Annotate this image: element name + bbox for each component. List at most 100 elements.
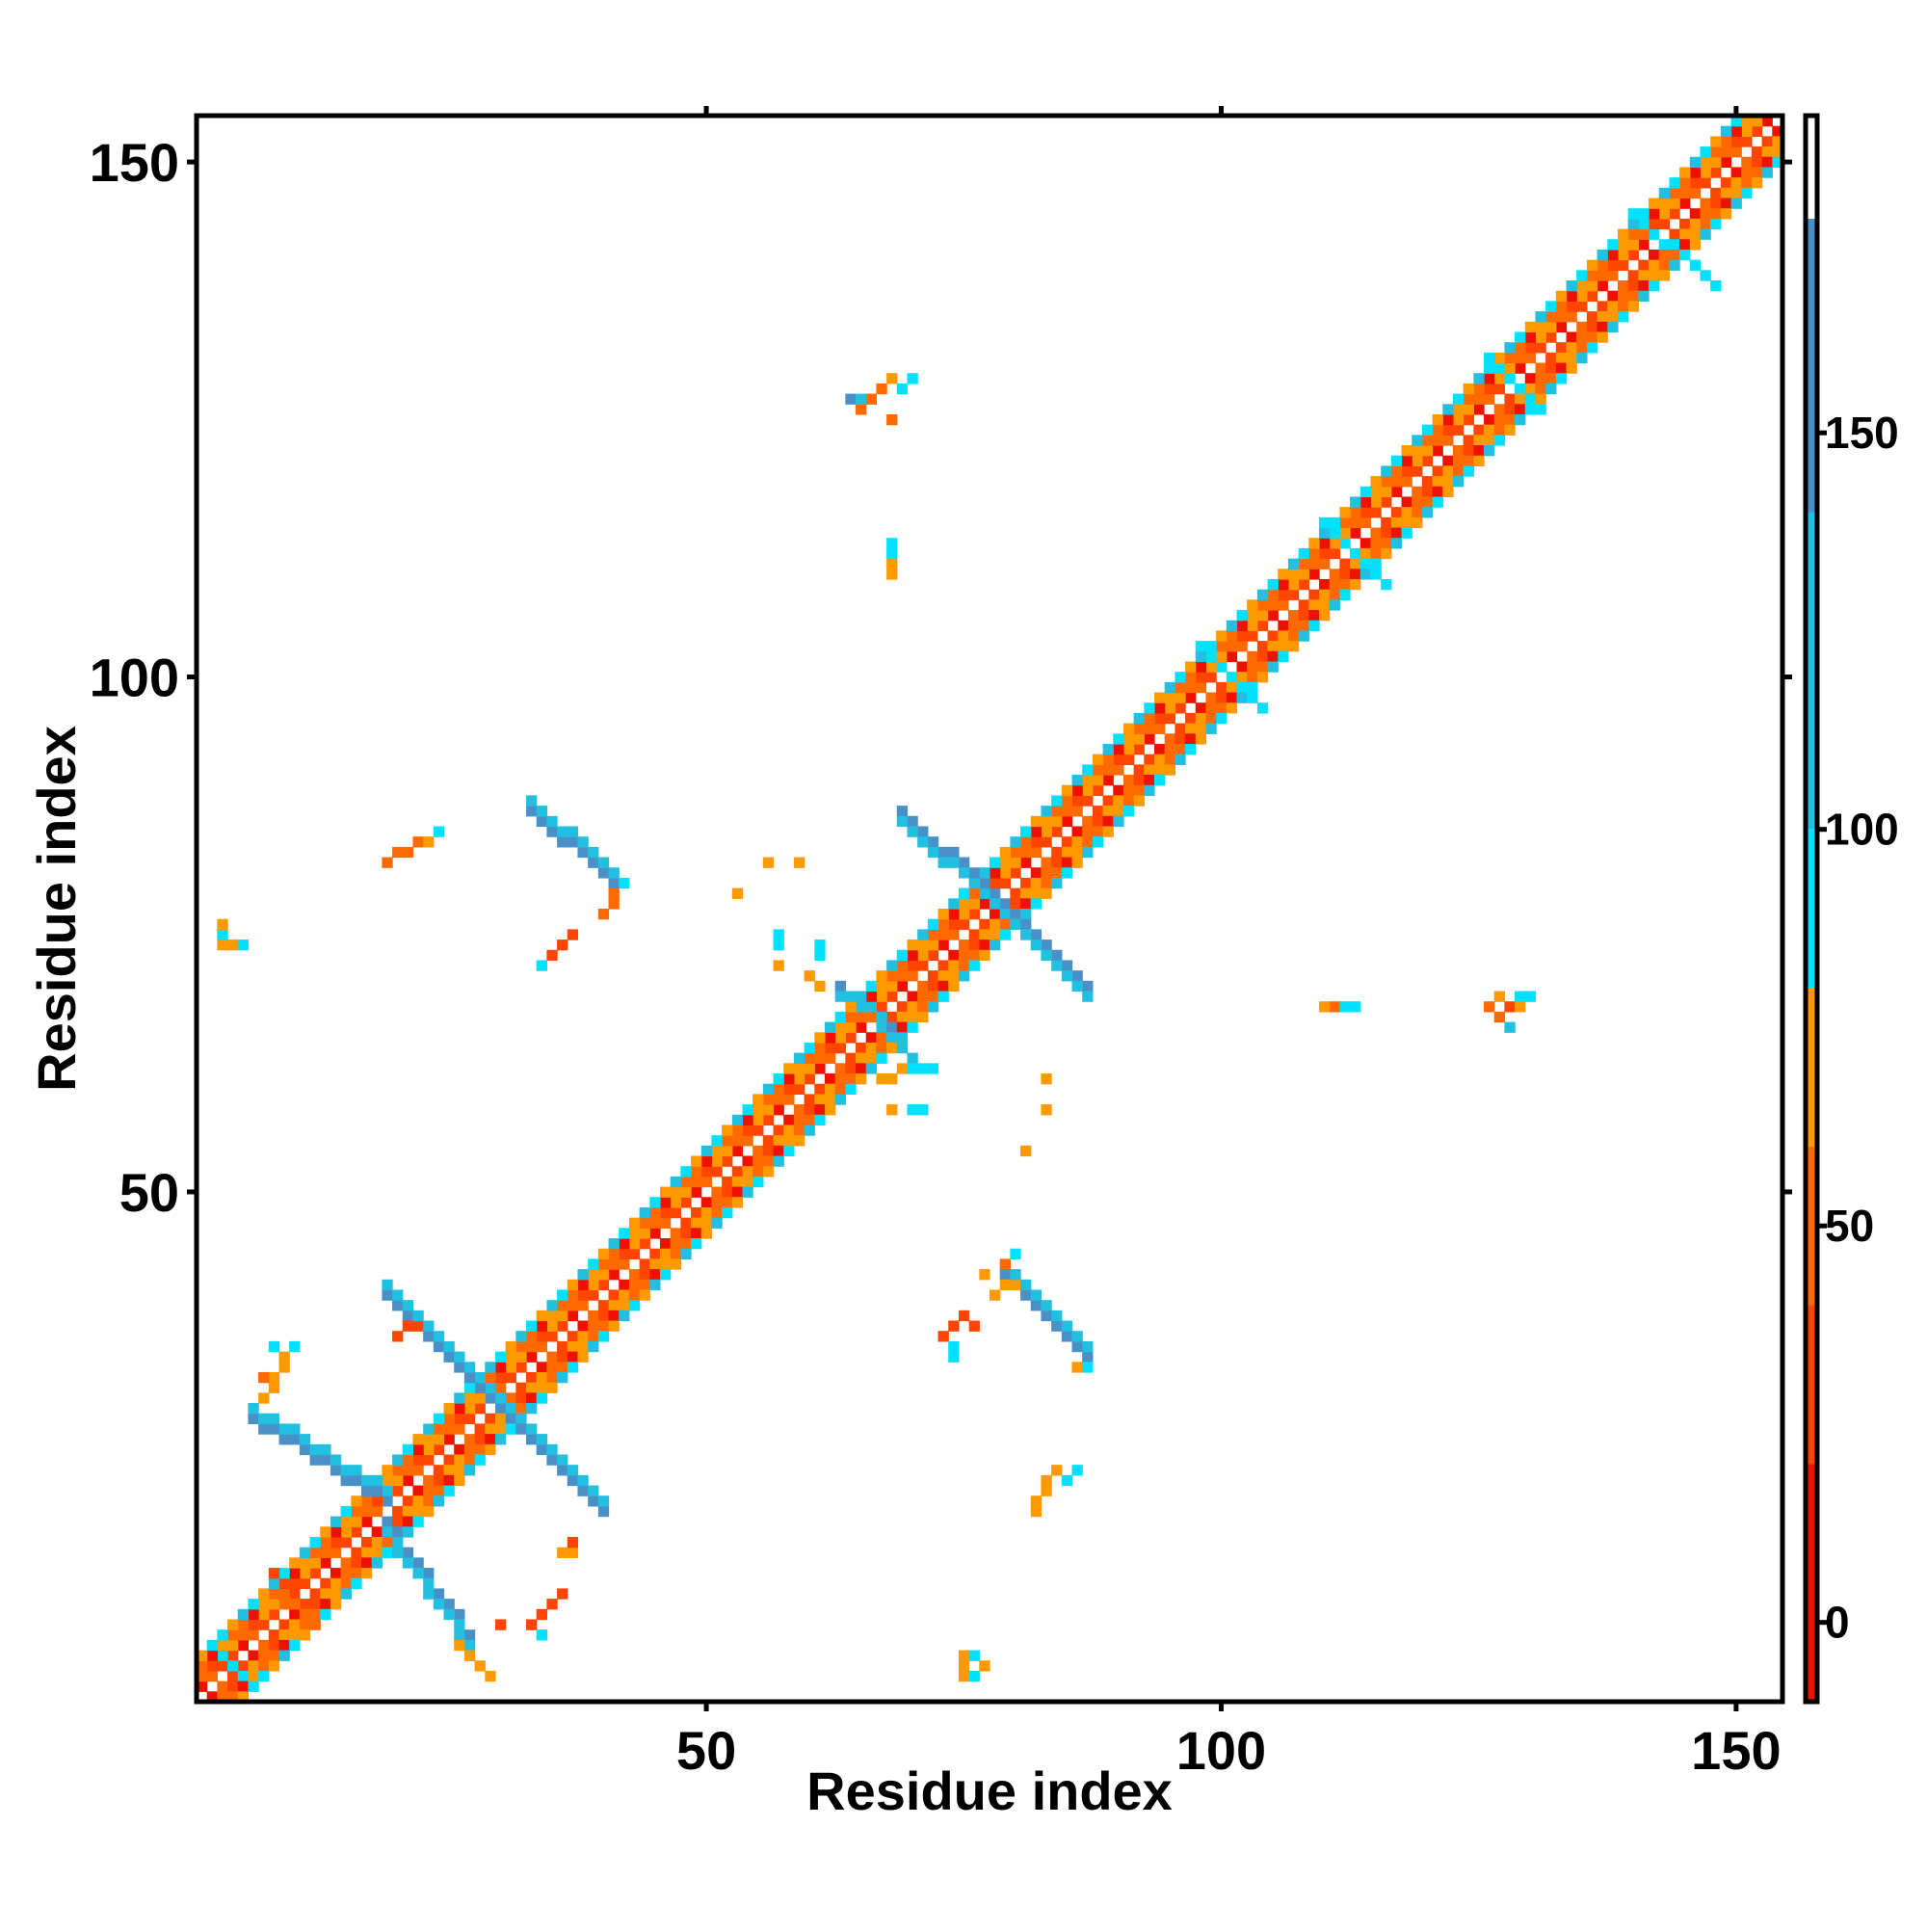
- heatmap-cell: [330, 1568, 342, 1579]
- heatmap-cell: [340, 1536, 352, 1548]
- heatmap-cell: [1236, 620, 1248, 632]
- heatmap-cell: [402, 1320, 414, 1332]
- heatmap-cell: [742, 1176, 753, 1188]
- heatmap-cell: [628, 1269, 641, 1281]
- heatmap-cell: [999, 867, 1011, 879]
- heatmap-cell: [1576, 352, 1588, 364]
- heatmap-cell: [474, 1660, 486, 1672]
- heatmap-cell: [258, 1608, 270, 1621]
- heatmap-cell: [1535, 383, 1546, 395]
- heatmap-cell: [1597, 311, 1608, 323]
- heatmap-cell: [1113, 815, 1124, 828]
- heatmap-cell: [1535, 393, 1546, 405]
- heatmap-cell: [1597, 249, 1608, 261]
- heatmap-cell: [1082, 1362, 1094, 1373]
- heatmap-cell: [1586, 331, 1598, 343]
- heatmap-cell: [1298, 578, 1309, 591]
- heatmap-cell: [1390, 507, 1403, 518]
- heatmap-cell: [567, 1465, 579, 1476]
- heatmap-cell: [268, 1639, 280, 1652]
- heatmap-cell: [402, 1443, 414, 1456]
- heatmap-cell: [546, 1371, 558, 1384]
- heatmap-cell: [433, 1423, 445, 1435]
- heatmap-cell: [856, 1073, 867, 1085]
- heatmap-cell: [1679, 239, 1691, 251]
- heatmap-cell: [454, 1629, 465, 1641]
- heatmap-cell: [1545, 373, 1557, 384]
- heatmap-cell: [567, 1536, 579, 1548]
- heatmap-cell: [814, 1083, 826, 1095]
- heatmap-cell: [1164, 733, 1175, 745]
- heatmap-cell: [597, 1310, 610, 1322]
- heatmap-cell: [588, 1279, 599, 1291]
- heatmap-cell: [793, 1052, 805, 1064]
- heatmap-cell: [505, 1392, 516, 1404]
- heatmap-cell: [330, 1547, 342, 1558]
- heatmap-cell: [361, 1568, 373, 1579]
- heatmap-cell: [1030, 1505, 1043, 1518]
- heatmap-cell: [1051, 846, 1063, 859]
- heatmap-cell: [1319, 547, 1331, 560]
- heatmap-cell: [1689, 187, 1702, 199]
- heatmap-cell: [659, 1238, 672, 1250]
- heatmap-cell: [1113, 764, 1124, 776]
- heatmap-cell: [309, 1599, 321, 1610]
- heatmap-cell: [1071, 775, 1083, 786]
- heatmap-cell: [1390, 465, 1403, 477]
- heatmap-cell: [680, 1166, 692, 1178]
- heatmap-cell: [834, 1094, 846, 1105]
- heatmap-cell: [1030, 898, 1043, 910]
- heatmap-cell: [1566, 311, 1577, 323]
- heatmap-cell: [1442, 465, 1454, 477]
- heatmap-cell: [1607, 239, 1619, 251]
- heatmap-cell: [515, 1403, 527, 1415]
- heatmap-cell: [597, 1279, 610, 1291]
- heatmap-cell: [1700, 218, 1711, 230]
- heatmap-cell: [423, 1577, 435, 1590]
- heatmap-cell: [412, 1443, 424, 1456]
- heatmap-cell: [1144, 784, 1155, 797]
- heatmap-cell: [1226, 702, 1238, 714]
- heatmap-cell: [711, 1197, 723, 1208]
- heatmap-cell: [670, 1258, 681, 1270]
- heatmap-cell: [1524, 991, 1537, 1002]
- heatmap-cell: [463, 1465, 476, 1476]
- heatmap-cell: [1216, 641, 1227, 652]
- heatmap-cell: [248, 1629, 259, 1641]
- heatmap-cell: [896, 949, 909, 962]
- heatmap-cell: [608, 887, 620, 899]
- heatmap-cell: [1504, 362, 1516, 374]
- heatmap-cell: [494, 1403, 507, 1415]
- heatmap-cell: [1287, 630, 1300, 642]
- heatmap-cell: [691, 1228, 702, 1239]
- heatmap-cell: [505, 1423, 516, 1435]
- heatmap-cell: [597, 1505, 610, 1518]
- heatmap-cell: [217, 940, 228, 951]
- heatmap-cell: [1751, 167, 1763, 178]
- heatmap-cell: [392, 1331, 404, 1342]
- heatmap-cell: [876, 980, 887, 992]
- heatmap-cell: [454, 1454, 465, 1466]
- heatmap-cell: [1256, 650, 1269, 663]
- heatmap-cell: [856, 404, 867, 415]
- heatmap-cell: [1092, 806, 1104, 817]
- heatmap-cell: [1658, 208, 1671, 220]
- heatmap-cell: [1216, 661, 1227, 673]
- heatmap-cell: [1144, 712, 1155, 725]
- heatmap-cell: [515, 1340, 527, 1353]
- heatmap-cell: [1442, 486, 1454, 498]
- heatmap-cell: [1030, 940, 1043, 951]
- heatmap-cell: [649, 1279, 661, 1291]
- heatmap-cell: [454, 1403, 465, 1415]
- heatmap-cell: [804, 970, 815, 982]
- heatmap-cell: [1205, 672, 1217, 683]
- heatmap-cell: [1638, 259, 1650, 271]
- heatmap-cell: [1700, 270, 1711, 281]
- heatmap-cell: [1102, 826, 1114, 837]
- heatmap-cell: [639, 1238, 650, 1250]
- heatmap-cell: [1493, 413, 1506, 426]
- heatmap-cell: [1370, 507, 1382, 518]
- heatmap-cell: [320, 1547, 331, 1558]
- heatmap-cell: [340, 1588, 352, 1600]
- heatmap-cell: [1710, 198, 1722, 209]
